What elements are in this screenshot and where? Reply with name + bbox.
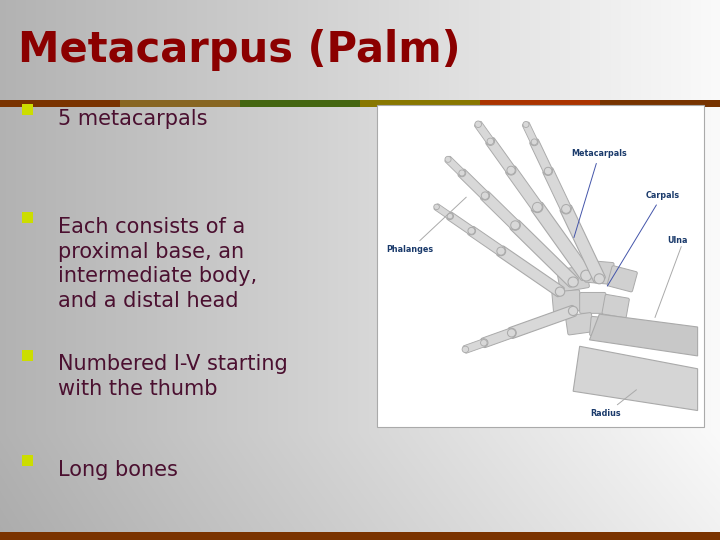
Ellipse shape [445, 156, 451, 163]
Bar [0, 100, 120, 107]
Ellipse shape [507, 166, 516, 174]
FancyBboxPatch shape [505, 166, 543, 212]
Bar [360, 100, 480, 107]
FancyBboxPatch shape [486, 138, 516, 174]
Text: Radius: Radius [590, 390, 636, 418]
Ellipse shape [531, 138, 538, 146]
Polygon shape [573, 346, 698, 410]
Ellipse shape [480, 340, 487, 346]
FancyBboxPatch shape [580, 293, 606, 313]
Bar [240, 100, 360, 107]
Bar [0, 532, 720, 540]
Ellipse shape [594, 274, 604, 284]
Ellipse shape [562, 205, 570, 213]
FancyBboxPatch shape [560, 205, 606, 283]
Bar [22, 350, 33, 361]
Text: Carpals: Carpals [607, 191, 679, 286]
Bar [600, 100, 720, 107]
FancyBboxPatch shape [602, 294, 629, 318]
Bar [22, 455, 33, 466]
FancyBboxPatch shape [458, 169, 489, 200]
FancyBboxPatch shape [522, 122, 538, 144]
FancyBboxPatch shape [565, 313, 594, 335]
Ellipse shape [568, 306, 578, 315]
FancyBboxPatch shape [531, 202, 593, 281]
Ellipse shape [480, 191, 490, 200]
FancyBboxPatch shape [445, 156, 465, 176]
FancyBboxPatch shape [481, 328, 515, 348]
Text: 5 metacarpals: 5 metacarpals [58, 109, 207, 129]
Ellipse shape [497, 247, 505, 255]
FancyBboxPatch shape [467, 226, 505, 255]
FancyBboxPatch shape [552, 290, 581, 313]
Ellipse shape [555, 287, 564, 296]
Text: Numbered I-V starting
with the thumb: Numbered I-V starting with the thumb [58, 354, 288, 399]
FancyBboxPatch shape [463, 339, 486, 353]
Ellipse shape [532, 202, 543, 213]
Ellipse shape [458, 169, 466, 177]
Ellipse shape [523, 122, 529, 127]
Bar [22, 212, 33, 223]
Ellipse shape [506, 166, 516, 175]
Text: Ulna: Ulna [667, 236, 688, 245]
Ellipse shape [510, 220, 521, 230]
Ellipse shape [508, 329, 516, 337]
Text: Metacarpus (Palm): Metacarpus (Palm) [18, 29, 461, 71]
FancyBboxPatch shape [585, 260, 614, 285]
Ellipse shape [447, 213, 453, 219]
Bar [480, 100, 600, 107]
Ellipse shape [568, 277, 578, 287]
FancyBboxPatch shape [446, 212, 474, 235]
Bar [120, 100, 240, 107]
Text: Metacarpals: Metacarpals [572, 149, 627, 238]
Ellipse shape [459, 170, 465, 176]
Text: Phalanges: Phalanges [387, 197, 467, 254]
FancyBboxPatch shape [508, 306, 577, 339]
Ellipse shape [510, 221, 520, 230]
Polygon shape [590, 314, 698, 356]
FancyBboxPatch shape [480, 191, 520, 230]
Ellipse shape [561, 204, 571, 214]
FancyBboxPatch shape [607, 266, 637, 292]
Text: Long bones: Long bones [58, 460, 178, 480]
Ellipse shape [487, 138, 494, 145]
Bar [377, 105, 704, 427]
Ellipse shape [581, 270, 592, 281]
Ellipse shape [533, 202, 542, 212]
FancyBboxPatch shape [530, 139, 553, 174]
Ellipse shape [544, 167, 552, 175]
Ellipse shape [507, 328, 516, 338]
FancyBboxPatch shape [434, 204, 453, 219]
Ellipse shape [481, 192, 489, 199]
FancyBboxPatch shape [510, 220, 578, 287]
Ellipse shape [468, 227, 475, 234]
Ellipse shape [531, 139, 537, 145]
FancyBboxPatch shape [590, 316, 616, 338]
FancyBboxPatch shape [557, 266, 590, 292]
Ellipse shape [496, 247, 505, 256]
Ellipse shape [475, 121, 482, 127]
Ellipse shape [544, 167, 552, 176]
Text: Each consists of a
proximal base, an
intermediate body,
and a distal head: Each consists of a proximal base, an int… [58, 217, 257, 311]
Ellipse shape [462, 346, 469, 353]
Ellipse shape [433, 204, 439, 210]
FancyBboxPatch shape [497, 246, 564, 297]
Ellipse shape [486, 137, 495, 145]
Ellipse shape [480, 339, 488, 347]
FancyBboxPatch shape [474, 121, 494, 144]
FancyBboxPatch shape [543, 167, 572, 212]
Ellipse shape [467, 227, 476, 235]
Ellipse shape [446, 213, 454, 220]
Bar [22, 104, 33, 115]
